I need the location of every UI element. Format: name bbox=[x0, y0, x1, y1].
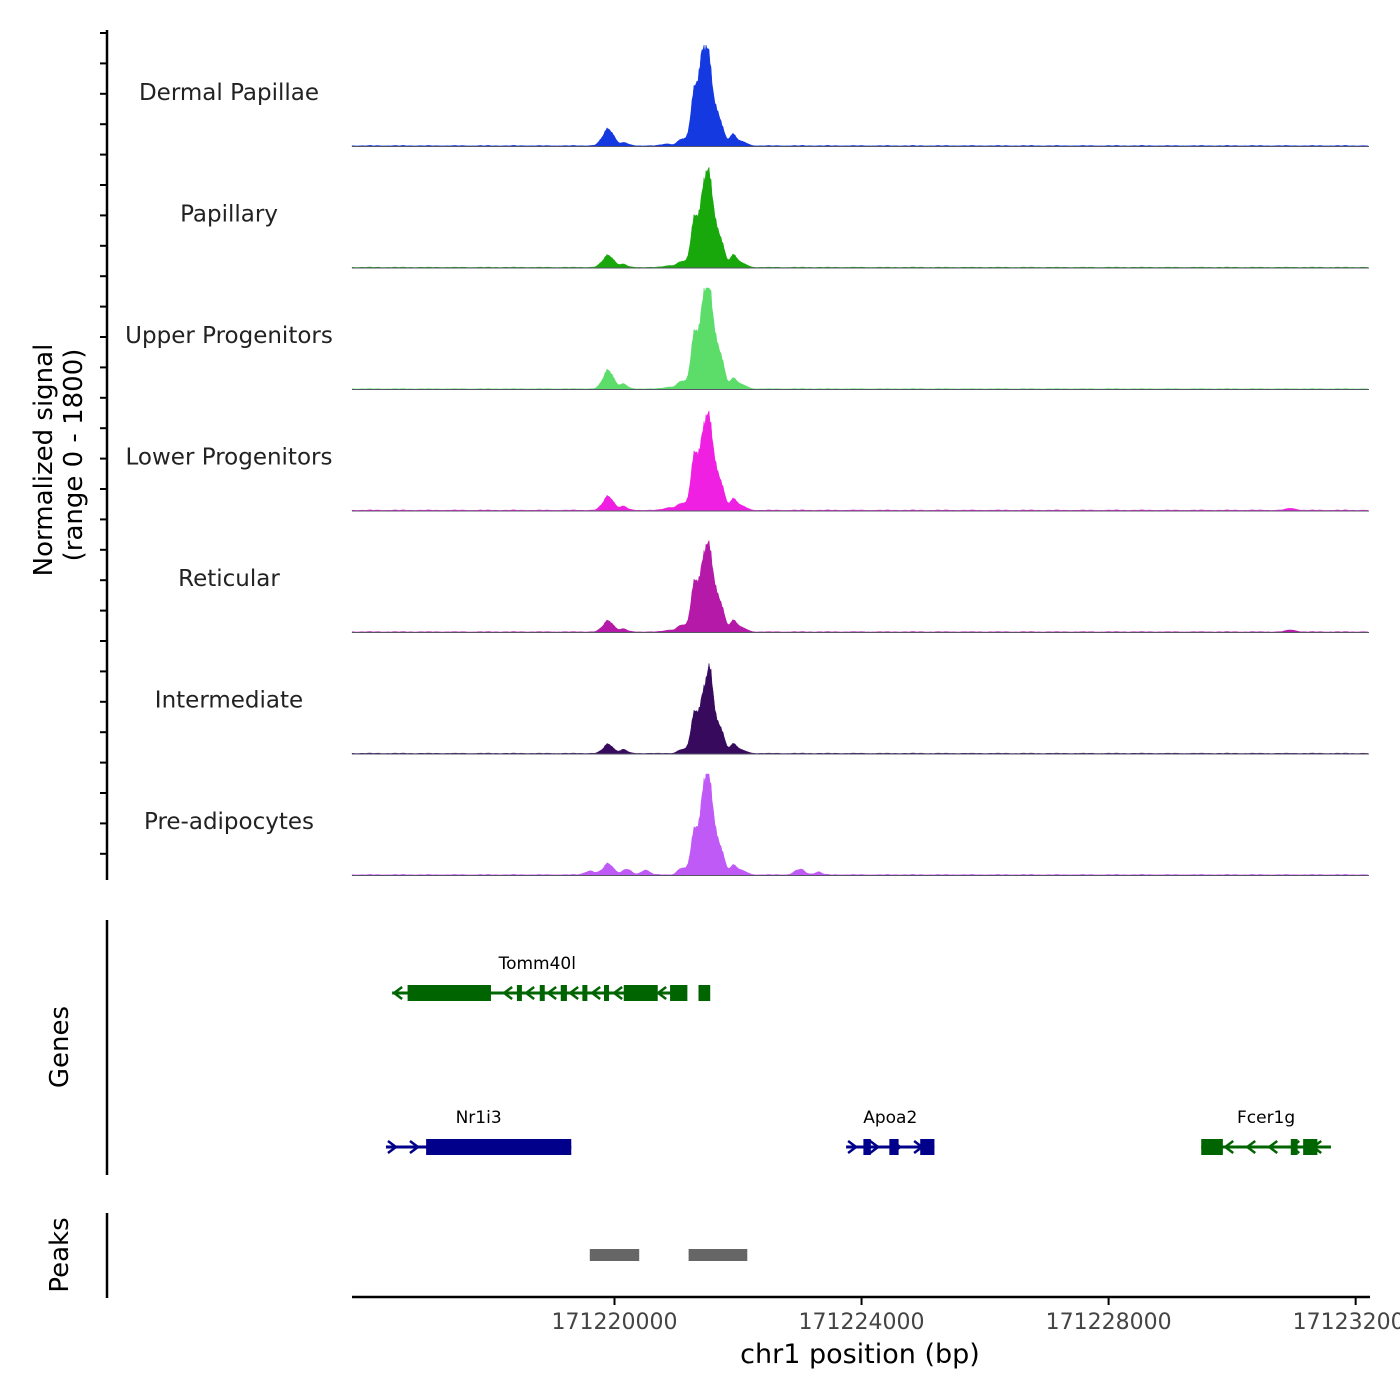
gene-exon bbox=[1201, 1139, 1223, 1155]
gene-exon bbox=[889, 1139, 899, 1155]
peak-region-bar bbox=[688, 1249, 748, 1261]
track-label: Pre-adipocytes bbox=[144, 809, 314, 835]
gene-exon bbox=[1303, 1139, 1318, 1155]
track-dermal-papillae: Dermal Papillae bbox=[139, 44, 1369, 147]
track-reticular: Reticular bbox=[178, 539, 1369, 633]
strand-arrow bbox=[612, 986, 623, 1000]
gene-exon bbox=[920, 1139, 935, 1155]
gene-nr1i3: Nr1i3 bbox=[385, 1108, 572, 1155]
signal-area bbox=[351, 663, 1369, 755]
signal-y-axis bbox=[100, 30, 109, 880]
track-label: Lower Progenitors bbox=[126, 445, 333, 471]
track-label: Intermediate bbox=[155, 688, 303, 714]
x-tick-label: 171220000 bbox=[552, 1310, 678, 1335]
gene-exon bbox=[560, 985, 567, 1001]
strand-arrow bbox=[1223, 1140, 1234, 1154]
gene-label: Nr1i3 bbox=[456, 1108, 502, 1128]
track-label: Reticular bbox=[178, 566, 280, 592]
signal-tracks: Dermal Papillae Papillary Upper Progenitor… bbox=[125, 44, 1369, 876]
strand-arrow bbox=[847, 1140, 859, 1154]
strand-arrow bbox=[656, 986, 667, 1000]
gene-exon bbox=[670, 985, 688, 1001]
strand-arrow bbox=[1267, 1140, 1278, 1154]
y-axis-label-line1: Normalized signal bbox=[29, 344, 59, 577]
signal-area bbox=[351, 287, 1369, 390]
signal-area bbox=[351, 539, 1369, 633]
gene-exon bbox=[863, 1139, 871, 1155]
strand-arrow bbox=[502, 986, 513, 1000]
y-axis-label-line2: (range 0 - 1800) bbox=[59, 349, 89, 562]
peak-region-bar bbox=[589, 1249, 640, 1261]
strand-arrow bbox=[869, 1140, 881, 1154]
track-papillary: Papillary bbox=[180, 166, 1369, 269]
signal-area bbox=[351, 44, 1369, 147]
x-axis-ticks: 171220000 171224000 171228000 171232000 bbox=[552, 1297, 1400, 1335]
strand-arrow bbox=[387, 1140, 399, 1154]
gene-exon bbox=[623, 985, 658, 1001]
gene-exon bbox=[539, 985, 545, 1001]
signal-area bbox=[351, 166, 1369, 269]
track-pre-adipocytes: Pre-adipocytes bbox=[144, 773, 1369, 876]
gene-tomm40l: Tomm40l bbox=[392, 954, 711, 1001]
strand-arrow bbox=[546, 986, 557, 1000]
signal-area bbox=[351, 410, 1369, 512]
x-tick-label: 171224000 bbox=[799, 1310, 925, 1335]
track-label: Dermal Papillae bbox=[139, 80, 319, 106]
track-label: Upper Progenitors bbox=[125, 323, 333, 349]
gene-label: Apoa2 bbox=[863, 1108, 917, 1128]
track-label: Papillary bbox=[180, 202, 278, 228]
strand-arrow bbox=[524, 986, 535, 1000]
gene-exon bbox=[1290, 1139, 1298, 1155]
track-lower-progenitors: Lower Progenitors bbox=[126, 410, 1369, 512]
peaks-panel-label: Peaks bbox=[45, 1217, 75, 1292]
strand-arrow bbox=[1245, 1140, 1256, 1154]
gene-label: Fcer1g bbox=[1237, 1108, 1295, 1128]
gene-exon bbox=[582, 985, 588, 1001]
gene-exon bbox=[426, 1139, 572, 1155]
signal-area bbox=[351, 773, 1369, 876]
gene-fcer1g: Fcer1g bbox=[1201, 1108, 1331, 1155]
strand-arrow bbox=[392, 986, 403, 1000]
strand-arrow bbox=[568, 986, 579, 1000]
genes-panel-label: Genes bbox=[45, 1006, 75, 1088]
x-tick-label: 171232000 bbox=[1293, 1310, 1400, 1335]
gene-annotations: Tomm40l Nr1i3 Apoa2 Fcer1g bbox=[385, 954, 1331, 1155]
peak-regions bbox=[589, 1249, 748, 1261]
track-upper-progenitors: Upper Progenitors bbox=[125, 287, 1369, 390]
strand-arrow bbox=[409, 1140, 421, 1154]
x-tick-label: 171228000 bbox=[1046, 1310, 1172, 1335]
gene-exon bbox=[407, 985, 491, 1001]
strand-arrow bbox=[590, 986, 601, 1000]
gene-exon bbox=[516, 985, 522, 1001]
gene-exon bbox=[698, 985, 711, 1001]
gene-apoa2: Apoa2 bbox=[846, 1108, 935, 1155]
gene-exon bbox=[603, 985, 609, 1001]
x-axis-title: chr1 position (bp) bbox=[740, 1339, 980, 1370]
track-intermediate: Intermediate bbox=[155, 663, 1369, 755]
gene-label: Tomm40l bbox=[498, 954, 576, 974]
